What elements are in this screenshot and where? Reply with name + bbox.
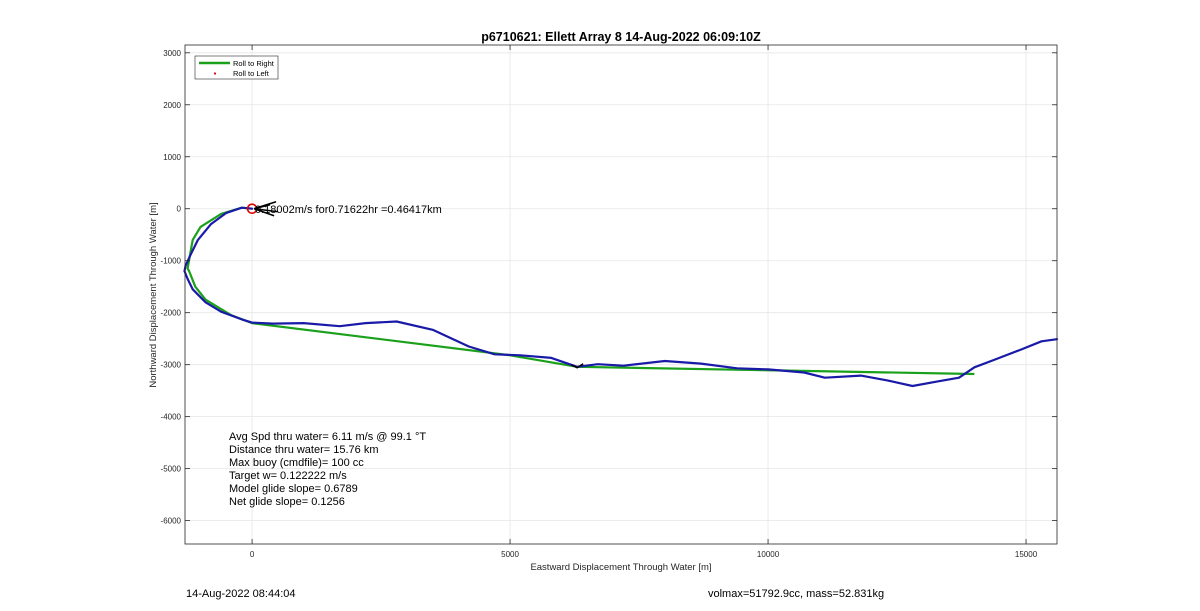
y-tick-label: 0	[177, 205, 182, 214]
stat-distance: Distance thru water= 15.76 km	[229, 444, 379, 456]
y-tick-label: 1000	[163, 153, 181, 162]
stat-max-buoy: Max buoy (cmdfile)= 100 cc	[229, 457, 364, 469]
plot-area	[185, 45, 1057, 544]
speed-annotation: 0.18002m/s for0.71622hr =0.46417km	[255, 204, 442, 216]
x-axis-label: Eastward Displacement Through Water [m]	[530, 562, 711, 573]
data-layer	[183, 200, 1059, 388]
legend-label-roll-left: Roll to Left	[233, 69, 270, 78]
stat-net-glide: Net glide slope= 0.1256	[229, 496, 345, 508]
y-tick-label: -2000	[161, 309, 182, 318]
track-kink-mark	[570, 363, 584, 369]
current-arrow	[253, 207, 275, 217]
y-tick-label: 3000	[163, 49, 181, 58]
y-tick-label: 2000	[163, 101, 181, 110]
y-tick-label: -1000	[161, 257, 182, 266]
series-track-line	[183, 206, 1059, 388]
current-arrow	[253, 207, 279, 213]
stat-model-glide: Model glide slope= 0.6789	[229, 483, 358, 495]
footer-volmax-mass: volmax=51792.9cc, mass=52.831kg	[708, 588, 885, 600]
ticks: 0 5000 10000 150003000200010000-1000-2000-3…	[161, 45, 1057, 559]
y-tick-label: -4000	[161, 413, 182, 422]
stat-target-w: Target w= 0.122222 m/s	[229, 470, 347, 482]
axes-frame	[184, 44, 1058, 545]
footer-timestamp: 14-Aug-2022 08:44:04	[186, 588, 296, 600]
x-tick-label: 0	[250, 550, 255, 559]
y-tick-label: -5000	[161, 465, 182, 474]
series-roll-right-line	[186, 206, 975, 376]
y-axis-label: Northward Displacement Through Water [m]	[148, 202, 159, 387]
x-tick-label: 5000	[501, 550, 519, 559]
x-tick-label: 10000	[757, 550, 780, 559]
stat-avg-speed: Avg Spd thru water= 6.11 m/s @ 99.1 °T	[229, 431, 426, 443]
y-tick-label: -6000	[161, 517, 182, 526]
x-tick-label: 15000	[1015, 550, 1038, 559]
legend-label-roll-right: Roll to Right	[233, 59, 275, 68]
stats-block: Avg Spd thru water= 6.11 m/s @ 99.1 °T D…	[229, 431, 426, 508]
chart-title: p6710621: Ellett Array 8 14-Aug-2022 06:…	[481, 30, 761, 44]
y-tick-label: -3000	[161, 361, 182, 370]
current-arrow	[253, 203, 271, 210]
legend: Roll to Right Roll to Left	[194, 55, 279, 80]
legend-swatch-roll-left	[213, 72, 217, 75]
